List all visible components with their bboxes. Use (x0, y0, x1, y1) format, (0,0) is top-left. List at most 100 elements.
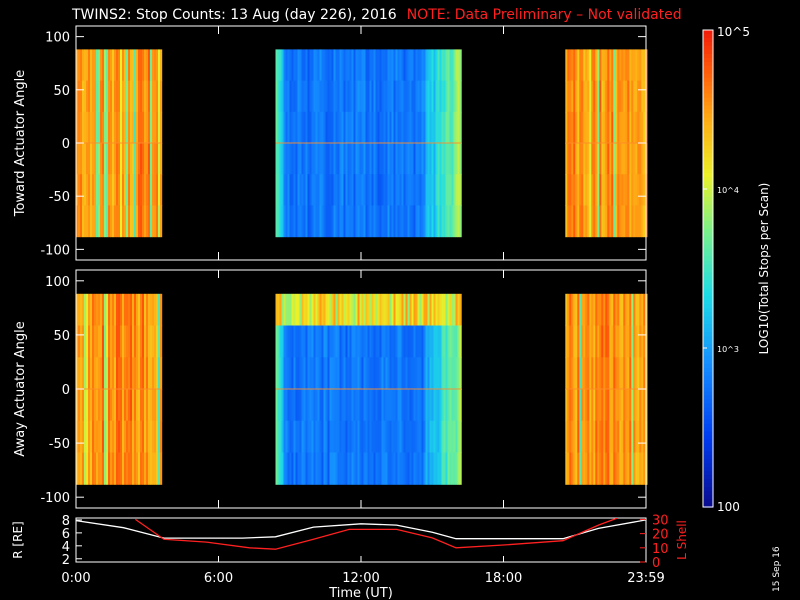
heatmap-cell (577, 49, 580, 82)
heatmap-cell (313, 80, 316, 113)
colorbar-swatch (703, 479, 713, 484)
heatmap-cell (283, 357, 286, 390)
heatmap-cell (130, 452, 133, 485)
heatmap-cell (152, 325, 155, 358)
heatmap-cell (391, 205, 394, 238)
heatmap-cell (433, 325, 436, 358)
heatmap-cell (607, 357, 610, 390)
heatmap-cell (607, 325, 610, 358)
heatmap-cell (359, 111, 362, 144)
heatmap-cell (439, 80, 442, 113)
heatmap-cell (275, 357, 278, 390)
heatmap-cell (605, 80, 608, 113)
heatmap-cell (409, 174, 412, 206)
heatmap-cell (315, 420, 318, 453)
heatmap-cell (351, 111, 354, 144)
heatmap-cell (455, 143, 458, 175)
heatmap-cell (96, 111, 99, 144)
heatmap-cell (575, 174, 578, 206)
heatmap-cell (565, 389, 568, 422)
heatmap-cell (631, 452, 634, 485)
heatmap-cell (597, 452, 600, 485)
heatmap-cell (112, 420, 115, 453)
heatmap-cell (102, 143, 105, 175)
heatmap-cell (419, 452, 422, 485)
heatmap-cell (124, 143, 127, 175)
heatmap-cell (629, 357, 632, 390)
colorbar-swatch (703, 395, 713, 401)
heatmap-cell (134, 111, 137, 144)
heatmap-cell (567, 111, 570, 144)
heatmap-cell (363, 420, 366, 453)
heatmap-cell (621, 143, 624, 175)
heatmap-cell (142, 49, 145, 82)
heatmap-cell (409, 143, 412, 175)
heatmap-cell (353, 80, 356, 113)
heatmap-cell (579, 357, 582, 390)
heatmap-cell (331, 293, 334, 327)
heatmap-cell (307, 420, 310, 453)
heatmap-cell (589, 111, 592, 144)
heatmap-cell (130, 420, 133, 453)
heatmap-cell (379, 174, 382, 206)
heatmap-cell (599, 357, 602, 390)
heatmap-cell (453, 357, 456, 390)
heatmap-cell (365, 357, 368, 390)
heatmap-cell (76, 452, 79, 485)
heatmap-cell (579, 325, 582, 358)
heatmap-cell (76, 293, 79, 327)
heatmap-cell (621, 80, 624, 113)
colorbar-swatch (703, 45, 713, 51)
heatmap-cell (593, 325, 596, 358)
heatmap-cell (98, 143, 101, 175)
heatmap-cell (307, 174, 310, 206)
heatmap-cell (289, 420, 292, 453)
heatmap-cell (277, 357, 280, 390)
heatmap-cell (291, 452, 294, 485)
heatmap-cell (293, 420, 296, 453)
heatmap-cell (98, 389, 101, 422)
heatmap-cell (329, 420, 332, 453)
heatmap-cell (333, 357, 336, 390)
colorbar-swatch (703, 41, 713, 47)
heatmap-cell (291, 389, 294, 422)
heatmap-cell (94, 111, 97, 144)
heatmap-cell (601, 205, 604, 238)
heatmap-cell (593, 174, 596, 206)
heatmap-cell (152, 111, 155, 144)
heatmap-cell (587, 111, 590, 144)
heatmap-cell (136, 357, 139, 390)
heatmap-cell (114, 420, 117, 453)
heatmap-cell (415, 111, 418, 144)
heatmap-cell (108, 143, 111, 175)
heatmap-cell (443, 293, 446, 327)
heatmap-cell (281, 452, 284, 485)
heatmap-cell (405, 111, 408, 144)
heatmap-cell (102, 80, 105, 113)
heatmap-cell (593, 80, 596, 113)
heatmap-cell (639, 325, 642, 358)
heatmap-cell (381, 205, 384, 238)
heatmap-cell (353, 205, 356, 238)
heatmap-cell (347, 452, 350, 485)
heatmap-cell (339, 389, 342, 422)
heatmap-cell (399, 325, 402, 358)
heatmap-cell (451, 420, 454, 453)
heatmap-cell (633, 293, 636, 327)
heatmap-cell (110, 357, 113, 390)
heatmap-cell (321, 80, 324, 113)
heatmap-cell (377, 205, 380, 238)
heatmap-cell (411, 420, 414, 453)
heatmap-cell (449, 420, 452, 453)
heatmap-cell (92, 205, 95, 238)
heatmap-cell (619, 80, 622, 113)
heatmap-cell (595, 174, 598, 206)
heatmap-cell (94, 325, 97, 358)
colorbar-swatch (703, 264, 713, 270)
heatmap-cell (377, 420, 380, 453)
heatmap-cell (78, 357, 81, 390)
heatmap-cell (335, 357, 338, 390)
heatmap-cell (156, 143, 159, 175)
heatmap-cell (132, 293, 135, 327)
heatmap-cell (427, 389, 430, 422)
